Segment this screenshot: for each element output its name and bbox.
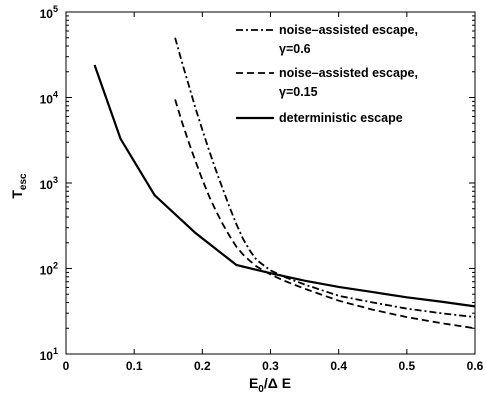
series-lines: [93, 37, 476, 330]
x-axis-label: E0/Δ E: [249, 375, 291, 395]
x-tick-label: 0.3: [262, 359, 279, 373]
legend-entry: noise–assisted escape,: [279, 66, 418, 80]
x-tick-label: 0.2: [194, 359, 211, 373]
x-tick-label: 0.4: [330, 359, 347, 373]
legend-entry: noise–assisted escape,: [279, 23, 418, 37]
series-line-dashdot: [174, 37, 476, 318]
x-tick-label: 0.1: [126, 359, 143, 373]
y-tick-label: 105: [40, 4, 58, 21]
x-tick-label: 0: [63, 359, 70, 373]
y-axis-label: Tesc: [9, 173, 29, 199]
series-line-dashed: [174, 99, 476, 330]
legend-entry-line2: γ=0.15: [279, 85, 318, 99]
y-tick-label: 103: [40, 175, 58, 192]
legend: noise–assisted escape, γ=0.6 noise–assiste…: [236, 23, 418, 125]
plot-area: [65, 11, 476, 355]
ticks: 0 0.1 0.2 0.3 0.4 0.5 0.6 101 102 103 104 105: [40, 4, 484, 373]
x-tick-label: 0.5: [398, 359, 415, 373]
series-line-solid: [93, 64, 476, 308]
y-tick-label: 104: [40, 90, 58, 107]
x-tick-label: 0.6: [467, 359, 484, 373]
y-tick-label: 101: [40, 346, 58, 363]
legend-entry: deterministic escape: [279, 111, 403, 125]
legend-entry-line2: γ=0.6: [279, 42, 311, 56]
y-tick-label: 102: [40, 261, 58, 278]
